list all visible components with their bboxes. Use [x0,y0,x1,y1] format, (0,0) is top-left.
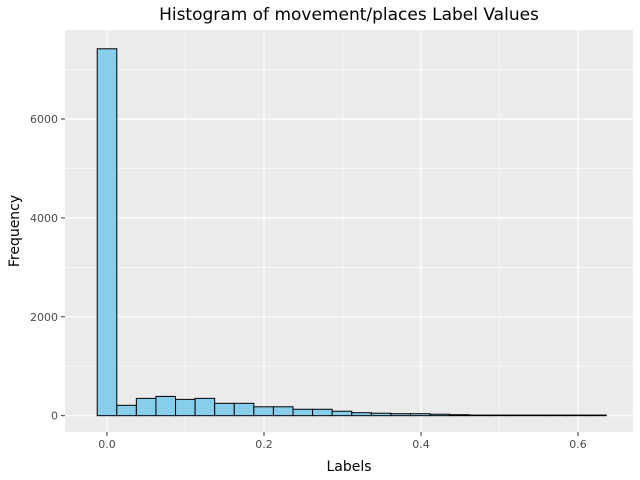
histogram-bar [527,414,549,417]
histogram-bar [351,412,372,417]
histogram-bar [272,406,294,417]
y-axis-ticks: 0 2000 4000 6000 [30,113,65,423]
y-tick-label: 0 [51,410,58,423]
histogram-bar [370,412,392,417]
y-tick-label: 6000 [30,113,58,126]
plot-panel [65,30,633,432]
histogram-bar [135,397,157,417]
histogram-bar [253,406,274,417]
y-tick-label: 4000 [30,212,58,225]
histogram-bar [312,408,333,417]
histogram-bar [547,414,568,417]
histogram-bar [488,414,509,417]
x-tick-label: 0.2 [255,438,273,451]
x-tick-label: 0.6 [569,438,587,451]
histogram-bar [96,48,118,417]
grid-minor [65,30,633,432]
histogram-bar [116,404,137,417]
histogram-bar [155,395,177,417]
bars [96,48,607,417]
histogram-bar [233,402,255,417]
histogram-bar [292,408,314,417]
histogram-bar [214,402,235,417]
histogram-bar [331,410,353,417]
x-tick-label: 0.0 [98,438,116,451]
x-axis-ticks: 0.0 0.2 0.4 0.6 [98,432,587,451]
y-tick-label: 2000 [30,311,58,324]
histogram-bar [586,414,607,417]
histogram-bar [449,414,470,417]
histogram-bar [429,413,451,417]
histogram-bar [390,413,411,417]
x-axis-title: Labels [326,459,371,475]
x-tick-label: 0.4 [412,438,430,451]
histogram-bar [175,398,196,417]
chart-title: Histogram of movement/places Label Value… [159,5,539,25]
histogram-bar [409,413,431,417]
histogram-bar [194,397,216,417]
histogram-bar [507,414,529,417]
histogram-bar [468,414,490,417]
histogram-bar [566,414,588,417]
y-axis-title: Frequency [7,195,23,267]
